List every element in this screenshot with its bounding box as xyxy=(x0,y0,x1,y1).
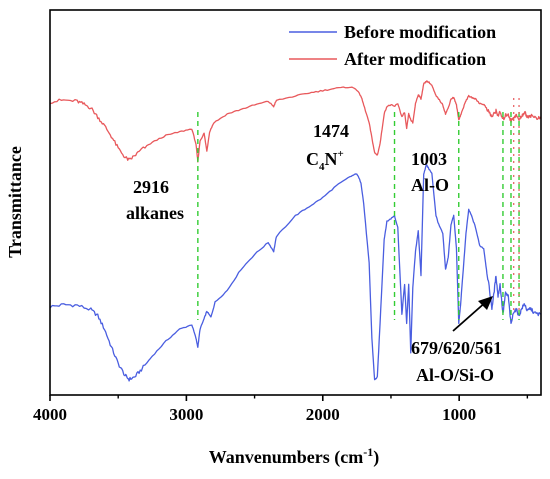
annotation-1003-line2: Al-O xyxy=(411,175,449,195)
annotation-679-line2: Al-O/Si-O xyxy=(416,365,494,385)
legend: Before modification After modification xyxy=(289,22,496,69)
x-axis-title-close: ) xyxy=(373,447,379,468)
series-layer xyxy=(49,80,542,382)
x-axis-title-main: Wanvenumbers (cm xyxy=(209,447,364,468)
annotation-1474-c: C xyxy=(306,149,319,169)
legend-label-after: After modification xyxy=(344,49,486,69)
x-tick-label-1000: 1000 xyxy=(442,405,476,424)
annotation-1003: 1003 Al-O xyxy=(411,149,449,195)
annotation-arrow-head xyxy=(478,296,493,310)
y-axis-title: Transmittance xyxy=(5,146,25,258)
series-line-before xyxy=(49,164,542,382)
annotation-1003-line1: 1003 xyxy=(411,149,447,169)
x-tick-label-4000: 4000 xyxy=(33,405,67,424)
annotation-2916-line1: 2916 xyxy=(133,177,169,197)
legend-label-before: Before modification xyxy=(344,22,496,42)
x-axis-title-sup: -1 xyxy=(363,445,373,459)
x-axis-title: Wanvenumbers (cm-1) xyxy=(209,445,380,468)
annotation-2916-line2: alkanes xyxy=(126,203,184,223)
series-line-after xyxy=(49,80,542,163)
reference-lines xyxy=(197,98,520,320)
annotation-1474-line2: C4N+ xyxy=(306,148,344,173)
plot-frame xyxy=(49,9,542,396)
annotation-arrow-shaft xyxy=(452,300,488,332)
annotation-2916: 2916 alkanes xyxy=(126,177,184,223)
annotation-1474-sub: 4 xyxy=(319,161,325,173)
annotation-679-line1: 679/620/561 xyxy=(411,338,502,358)
x-tick-label-2000: 2000 xyxy=(306,405,340,424)
annotation-679: 679/620/561 Al-O/Si-O xyxy=(411,296,502,385)
annotation-1474-n: N xyxy=(325,149,338,169)
annotation-1474-line1: 1474 xyxy=(313,121,349,141)
x-axis-ticks: 4000 3000 2000 1000 xyxy=(33,395,529,424)
annotation-1474: 1474 C4N+ xyxy=(306,121,349,173)
annotation-1474-sup: + xyxy=(338,148,344,160)
x-tick-label-3000: 3000 xyxy=(169,405,203,424)
